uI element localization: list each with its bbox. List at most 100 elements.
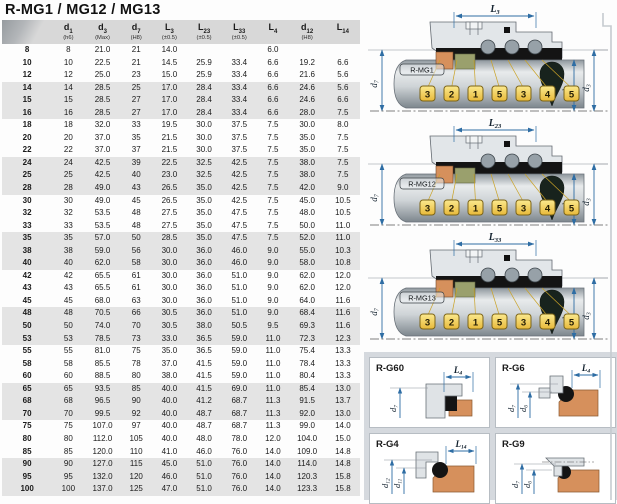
value-cell: 37.5 [231, 145, 248, 155]
value-cell: 14.8 [335, 459, 351, 469]
value-cell: 123.3 [297, 484, 318, 494]
value-cell: 68.7 [231, 421, 248, 431]
column-header: L33 (±0.5) [221, 20, 258, 44]
value-cell: 75.4 [299, 346, 315, 356]
value-cell: 30 [63, 195, 73, 205]
value-cell: 37.0 [94, 132, 111, 142]
value-cell: 92 [131, 408, 141, 418]
value-cell: 45.0 [299, 195, 315, 205]
value-cell: 53.5 [94, 208, 111, 218]
value-cell: 5.6 [337, 82, 349, 92]
value-cell: 7.5 [267, 220, 279, 230]
value-cell: 90 [63, 459, 73, 469]
value-cell: 41.0 [161, 446, 178, 456]
value-cell: 35.0 [196, 233, 212, 243]
value-cell: 35.0 [299, 145, 315, 155]
value-cell: 8 [66, 45, 71, 54]
part-number-tag: 4 [539, 85, 556, 102]
value-cell: 42.5 [231, 170, 248, 180]
value-cell: 70 [131, 321, 141, 331]
value-cell: 9.0 [267, 270, 279, 280]
diameter-dimension-label: d6 [522, 481, 534, 488]
part-number-tag: 3 [419, 85, 436, 102]
value-cell: 37.0 [94, 145, 111, 155]
value-cell: 35.0 [161, 346, 178, 356]
value-cell: 62.0 [299, 270, 315, 280]
diameter-dimension-label: d11 [392, 478, 404, 488]
svg-text:4: 4 [545, 317, 551, 328]
value-cell: 76.0 [231, 446, 248, 456]
value-cell: 7.5 [267, 157, 279, 167]
drive-pin [504, 27, 510, 33]
length-dimension-label: L33 [488, 232, 502, 244]
value-cell: 43 [131, 183, 141, 193]
value-cell: 35.0 [196, 183, 212, 193]
value-cell: 37 [131, 145, 141, 155]
table-row: 14 14 28.5 25 17.0 28.4 33.4 6.6 24.6 5.6 [2, 81, 360, 95]
value-cell: 41.5 [196, 371, 212, 381]
table-row: 12 12 25.0 23 15.0 25.9 33.4 6.6 21.6 5.6 [2, 69, 360, 82]
table-row: 15 15 28.5 27 17.0 28.4 33.4 6.6 24.6 6.6 [2, 94, 360, 107]
spring-coil [527, 153, 543, 169]
value-cell: 60 [63, 371, 73, 381]
value-cell: 24.6 [299, 95, 315, 105]
length-dimension-label: L23 [488, 118, 502, 130]
value-cell: 28.4 [196, 95, 212, 105]
o-ring [445, 396, 457, 411]
value-cell: 35.0 [196, 208, 212, 218]
part-number-tag: 3 [515, 85, 532, 102]
value-cell: 35.0 [299, 132, 315, 142]
tag-leader-line [524, 59, 548, 89]
value-cell: 9.0 [267, 295, 279, 305]
tag-leader-line [490, 59, 500, 89]
table-row: 85 85 120.0 110 41.0 46.0 76.0 14.0 109.0 14.8 [2, 446, 360, 459]
value-cell: 30.0 [196, 132, 212, 142]
seal-cross-section-mg12: L23 d7 d1 d3 3 2 1 5 [366, 116, 615, 233]
value-cell: 62.0 [94, 258, 111, 268]
size-cell: 100 [20, 484, 34, 494]
spring-coil [504, 39, 520, 55]
value-cell: 7.5 [267, 120, 279, 130]
size-cell: 25 [22, 170, 32, 180]
value-cell: 35 [63, 233, 73, 243]
value-cell: 76.0 [231, 459, 248, 469]
size-cell: 65 [22, 383, 32, 393]
value-cell: 40.0 [161, 421, 178, 431]
value-cell: 7.5 [337, 132, 349, 142]
svg-text:5: 5 [569, 89, 575, 100]
column-header: d7 (H8) [120, 20, 152, 44]
size-cell: 48 [22, 308, 32, 318]
value-cell: 75 [131, 346, 141, 356]
part-number-tag: 5 [491, 313, 508, 330]
value-cell: 48.7 [196, 421, 212, 431]
seal-cross-section-mg1: L3 d7 d1 d3 3 2 1 5 [366, 2, 615, 119]
value-cell: 120 [129, 471, 143, 481]
value-cell: 45 [63, 295, 73, 305]
table-row: 53 53 78.5 73 33.0 36.5 59.0 11.0 72.3 12.3 [2, 332, 360, 346]
table-row: 30 30 49.0 45 26.5 35.0 42.5 7.5 45.0 10.5 [2, 195, 360, 208]
value-cell: 6.6 [267, 95, 279, 105]
table-row: 16 16 28.5 27 17.0 28.4 33.4 6.6 28.0 7.5 [2, 106, 360, 120]
value-cell: 13.0 [335, 383, 351, 393]
size-cell: 14 [22, 82, 32, 92]
value-cell: 50.0 [299, 220, 315, 230]
value-cell: 7.5 [267, 145, 279, 155]
column-header: d12 (H8) [288, 20, 326, 44]
value-cell: 14.0 [265, 446, 281, 456]
svg-text:1: 1 [473, 317, 479, 328]
value-cell: 73 [131, 333, 141, 343]
value-cell: 22.5 [94, 57, 111, 67]
value-cell: 58 [63, 358, 73, 368]
value-cell: 65.5 [94, 270, 111, 280]
o-ring [432, 462, 448, 478]
column-header: L23 (±0.5) [186, 20, 222, 44]
value-cell: 78.4 [299, 358, 315, 368]
retaining-drop [539, 289, 565, 335]
d7-dimension-label: d7 [369, 193, 381, 202]
svg-text:2: 2 [449, 203, 454, 214]
value-cell: 10.3 [335, 245, 351, 255]
value-cell: 33 [131, 120, 141, 130]
value-cell: 72.3 [299, 333, 315, 343]
value-cell: 11.0 [265, 346, 281, 356]
spring-coil [480, 267, 496, 283]
